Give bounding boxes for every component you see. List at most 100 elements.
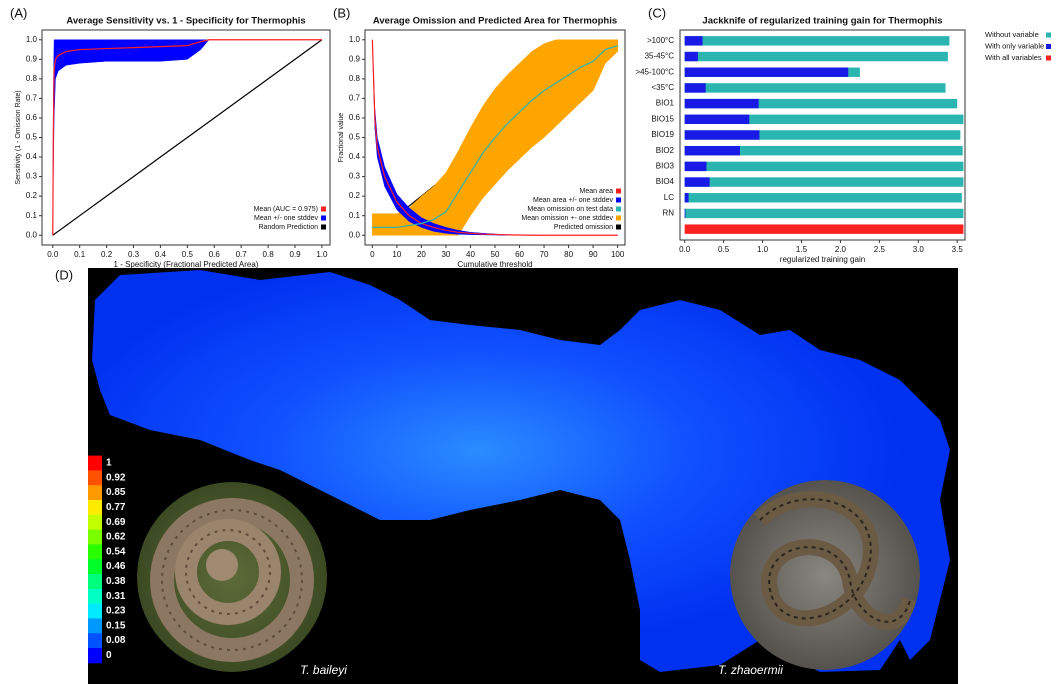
category-label: BIO4	[656, 177, 675, 186]
x-tick-label: 0.5	[182, 250, 194, 259]
colorbar-cell	[88, 648, 102, 663]
bar	[685, 68, 849, 77]
x-tick-label: 3.0	[913, 245, 925, 254]
y-tick-label: 0.7	[26, 94, 38, 103]
y-tick-label: 0.1	[349, 211, 361, 220]
bar	[685, 36, 950, 45]
x-tick-label: 60	[515, 250, 524, 259]
bar	[685, 83, 706, 92]
legend-swatch	[616, 189, 621, 194]
colorbar-label: 1	[106, 458, 112, 469]
bar	[685, 115, 750, 124]
legend-swatch	[1046, 44, 1051, 49]
species-label: T. baileyi	[300, 663, 347, 677]
y-tick-label: 0.0	[26, 230, 38, 239]
colorbar-cell	[88, 633, 102, 648]
chart-title: Jackknife of regularized training gain f…	[702, 16, 942, 27]
category-label: 35-45°C	[645, 52, 675, 61]
x-tick-label: 30	[441, 250, 450, 259]
bar	[685, 36, 703, 45]
colorbar-cell	[88, 574, 102, 589]
y-tick-label: 1.0	[349, 35, 361, 44]
bar	[685, 224, 964, 233]
y-tick-label: 0.3	[26, 172, 38, 181]
legend-swatch	[321, 225, 326, 230]
category-label: <35°C	[651, 83, 674, 92]
legend-label: Random Prediction	[258, 224, 318, 231]
category-label: BIO1	[656, 99, 675, 108]
legend-swatch	[616, 216, 621, 221]
x-tick-label: 100	[611, 250, 625, 259]
bar	[685, 52, 948, 61]
colorbar-cell	[88, 604, 102, 619]
colorbar-label: 0.46	[106, 561, 126, 572]
x-tick-label: 1.0	[316, 250, 328, 259]
y-axis-label: Sensitivity (1 - Omission Rate)	[15, 90, 22, 184]
colorbar-label: 0	[106, 650, 112, 661]
species-label: T. zhaoermii	[718, 663, 783, 677]
x-axis-label: 1 - Specificity (Fractional Predicted Ar…	[114, 260, 259, 269]
x-tick-label: 90	[589, 250, 598, 259]
x-tick-label: 0.8	[263, 250, 275, 259]
x-tick-label: 2.0	[835, 245, 847, 254]
x-tick-label: 1.0	[757, 245, 769, 254]
category-label: BIO15	[651, 114, 674, 123]
legend-label: Mean (AUC = 0.975)	[254, 206, 318, 213]
category-label: BIO3	[656, 161, 675, 170]
x-tick-label: 0.3	[128, 250, 140, 259]
colorbar-cell	[88, 544, 102, 559]
y-tick-label: 0.6	[26, 113, 38, 122]
bar	[685, 130, 760, 139]
colorbar-cell	[88, 485, 102, 500]
colorbar-label: 0.85	[106, 487, 126, 498]
x-tick-label: 0.6	[209, 250, 221, 259]
legend-swatch	[1046, 56, 1051, 61]
colorbar-label: 0.92	[106, 472, 126, 483]
colorbar-label: 0.15	[106, 620, 126, 631]
x-tick-label: 3.5	[952, 245, 964, 254]
legend-label: Without variable	[985, 30, 1039, 39]
category-label: LC	[664, 193, 674, 202]
colorbar-label: 0.62	[106, 532, 126, 543]
y-tick-label: 0.5	[349, 133, 361, 142]
photo-baileyi	[137, 482, 327, 672]
x-tick-label: 0.2	[101, 250, 113, 259]
bar	[685, 209, 964, 218]
colorbar-cell	[88, 470, 102, 485]
colorbar-cell	[88, 559, 102, 574]
legend-swatch	[616, 207, 621, 212]
x-tick-label: 2.5	[874, 245, 886, 254]
y-tick-label: 0.6	[349, 113, 361, 122]
colorbar-cell	[88, 456, 102, 471]
bar	[685, 177, 964, 186]
colorbar-label: 0.23	[106, 606, 126, 617]
colorbar-label: 0.69	[106, 517, 126, 528]
x-tick-label: 0.9	[289, 250, 301, 259]
legend-swatch	[321, 216, 326, 221]
legend-swatch	[1046, 33, 1051, 38]
colorbar-cell	[88, 530, 102, 545]
colorbar-label: 0.38	[106, 576, 126, 587]
y-tick-label: 0.7	[349, 94, 361, 103]
y-tick-label: 0.0	[349, 230, 361, 239]
x-tick-label: 0	[370, 250, 375, 259]
x-tick-label: 80	[564, 250, 573, 259]
bar	[685, 209, 686, 218]
y-tick-label: 0.8	[349, 74, 361, 83]
y-tick-label: 0.4	[26, 152, 38, 161]
y-tick-label: 0.9	[26, 54, 38, 63]
x-tick-label: 50	[491, 250, 500, 259]
bar	[685, 193, 689, 202]
legend-label: Mean +/- one stddev	[254, 215, 319, 222]
x-tick-label: 0.7	[236, 250, 248, 259]
panel-label: (B)	[333, 5, 350, 20]
category-label: >100°C	[647, 36, 674, 45]
x-tick-label: 40	[466, 250, 475, 259]
y-axis-label: Fractional value	[338, 113, 345, 163]
colorbar-cell	[88, 589, 102, 604]
legend-swatch	[616, 198, 621, 203]
bar	[685, 146, 740, 155]
colorbar-cell	[88, 515, 102, 530]
legend-label: Mean omission +- one stddev	[521, 215, 613, 222]
x-axis-label: regularized training gain	[780, 255, 865, 264]
